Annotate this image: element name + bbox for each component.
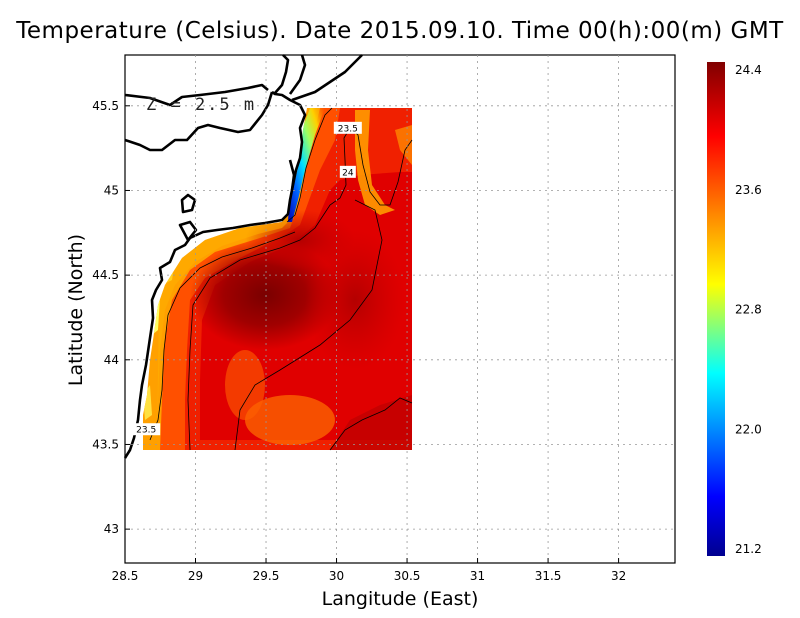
- y-tick-label: 45: [104, 183, 119, 197]
- y-tick-label: 45.5: [92, 99, 119, 113]
- x-tick-label: 28.5: [112, 569, 139, 583]
- y-tick-label: 44.5: [92, 268, 119, 282]
- colorbar-tick-label: 21.2: [735, 542, 762, 556]
- x-tick-label: 29.5: [253, 569, 280, 583]
- contour-lines: [149, 107, 413, 451]
- y-tick-label: 43: [104, 522, 119, 536]
- colorbar-ramp: [707, 62, 725, 556]
- contour-label-bg: [132, 423, 161, 436]
- y-axis-label: Latitude (North): [65, 233, 87, 387]
- x-tick-label: 30.5: [394, 569, 421, 583]
- y-tick-labels: 43 43.5 44 44.5 45 45.5: [92, 99, 119, 536]
- x-tick-labels: 28.5 29 29.5 30 30.5 31 31.5 32: [112, 569, 627, 583]
- depth-label: Z = 2.5 m: [146, 95, 256, 115]
- x-tick-label: 31.5: [535, 569, 562, 583]
- contour-label-bg: [333, 121, 362, 134]
- contour-label: 24: [342, 168, 354, 178]
- temperature-field: [143, 108, 412, 450]
- x-tick-label: 32: [611, 569, 626, 583]
- x-tick-label: 30: [329, 569, 344, 583]
- contour-label: 23.5: [338, 124, 358, 134]
- contour-label: 23.5: [136, 426, 156, 436]
- map-grid: [125, 55, 675, 563]
- x-tick-label: 29: [188, 569, 203, 583]
- chart-title: Temperature (Celsius). Date 2015.09.10. …: [16, 18, 784, 44]
- coastline: [123, 54, 363, 459]
- colorbar-tick-label: 22.0: [735, 422, 762, 436]
- y-tick-label: 44: [104, 353, 119, 367]
- x-axis-label: Langitude (East): [321, 588, 479, 610]
- contour-label-group: 23.5 24 23.5: [132, 121, 362, 436]
- y-tick-label: 43.5: [92, 437, 119, 451]
- colorbar-tick-label: 24.4: [735, 63, 762, 77]
- axis-ticks: [124, 105, 620, 563]
- colorbar-tick-labels: 24.4 23.6 22.8 22.0 21.2: [735, 63, 762, 556]
- x-tick-label: 31: [470, 569, 485, 583]
- contour-label-bg: [339, 165, 356, 178]
- colorbar-tick-label: 23.6: [735, 183, 762, 197]
- colorbar-tick-label: 22.8: [735, 303, 762, 317]
